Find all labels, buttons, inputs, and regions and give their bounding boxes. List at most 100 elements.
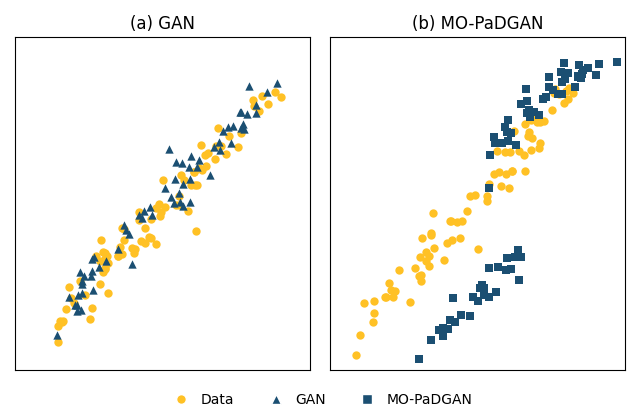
Point <box>424 253 434 259</box>
Point <box>556 68 566 75</box>
Point <box>443 326 453 333</box>
Point <box>584 65 594 71</box>
Point <box>101 254 111 261</box>
Point <box>61 305 71 312</box>
Point <box>52 323 63 329</box>
Point <box>100 256 110 262</box>
Point <box>69 299 79 306</box>
Point <box>159 203 170 210</box>
Point <box>103 260 113 266</box>
Point <box>233 143 243 150</box>
Point <box>164 146 174 153</box>
Point <box>73 292 83 298</box>
Point <box>178 181 188 188</box>
Point <box>211 142 221 149</box>
Point <box>58 318 68 324</box>
Point <box>500 266 511 273</box>
Point <box>518 152 529 158</box>
Point <box>124 230 134 237</box>
Point <box>544 74 554 81</box>
Point <box>96 237 106 244</box>
Point <box>445 316 455 323</box>
Point <box>88 287 99 294</box>
Point <box>479 291 489 298</box>
Point <box>191 228 201 234</box>
Point <box>174 202 184 208</box>
Point <box>64 283 74 290</box>
Point <box>201 162 211 169</box>
Point <box>276 94 287 101</box>
Point <box>421 249 431 256</box>
Point <box>489 133 499 140</box>
Point <box>468 294 478 301</box>
Point <box>516 253 526 260</box>
Point <box>150 204 161 211</box>
Point <box>101 258 111 264</box>
Point <box>479 285 489 292</box>
Point <box>491 289 501 295</box>
Point <box>210 156 220 163</box>
Point <box>484 181 494 187</box>
Point <box>511 141 521 148</box>
Point <box>541 93 551 100</box>
Point <box>472 246 483 253</box>
Point <box>55 317 65 324</box>
Point <box>445 217 455 224</box>
Point <box>575 75 586 82</box>
Point <box>262 88 272 95</box>
Point <box>170 158 180 165</box>
Point <box>183 208 193 215</box>
Point <box>192 163 202 170</box>
Point <box>193 165 204 171</box>
Point <box>527 135 538 142</box>
Point <box>414 272 424 279</box>
Point <box>447 236 458 243</box>
Point <box>242 111 252 117</box>
Point <box>593 60 604 67</box>
Point <box>127 261 138 268</box>
Point <box>560 76 570 83</box>
Point <box>557 78 567 85</box>
Point <box>504 185 515 191</box>
Point <box>179 177 189 184</box>
Point <box>500 124 510 131</box>
Point <box>415 278 426 285</box>
Point <box>563 96 573 102</box>
Point <box>500 149 510 155</box>
Point <box>428 210 438 216</box>
Point <box>452 219 462 226</box>
Point <box>118 226 129 233</box>
Point <box>223 124 233 130</box>
Point <box>415 253 426 260</box>
Point <box>513 277 524 283</box>
Point <box>85 316 95 323</box>
Point <box>500 170 511 177</box>
Point <box>238 121 248 128</box>
Point <box>416 271 426 278</box>
Point <box>154 201 164 208</box>
Point <box>534 118 544 125</box>
Point <box>244 83 254 90</box>
Point <box>115 244 125 251</box>
Point <box>426 336 436 343</box>
Point <box>151 241 161 247</box>
Point <box>513 247 523 253</box>
Point <box>390 287 400 294</box>
Point <box>448 295 458 302</box>
Point <box>189 168 199 175</box>
Point <box>359 300 369 307</box>
Point <box>196 167 207 173</box>
Point <box>95 257 105 264</box>
Point <box>121 226 131 233</box>
Point <box>426 230 436 237</box>
Point <box>257 93 268 99</box>
Point <box>563 69 573 76</box>
Point <box>525 113 536 120</box>
Point <box>490 139 500 146</box>
Point <box>520 121 531 127</box>
Point <box>171 202 181 209</box>
Point <box>102 253 112 259</box>
Point <box>140 239 150 246</box>
Point <box>522 109 532 116</box>
Point <box>185 176 195 182</box>
